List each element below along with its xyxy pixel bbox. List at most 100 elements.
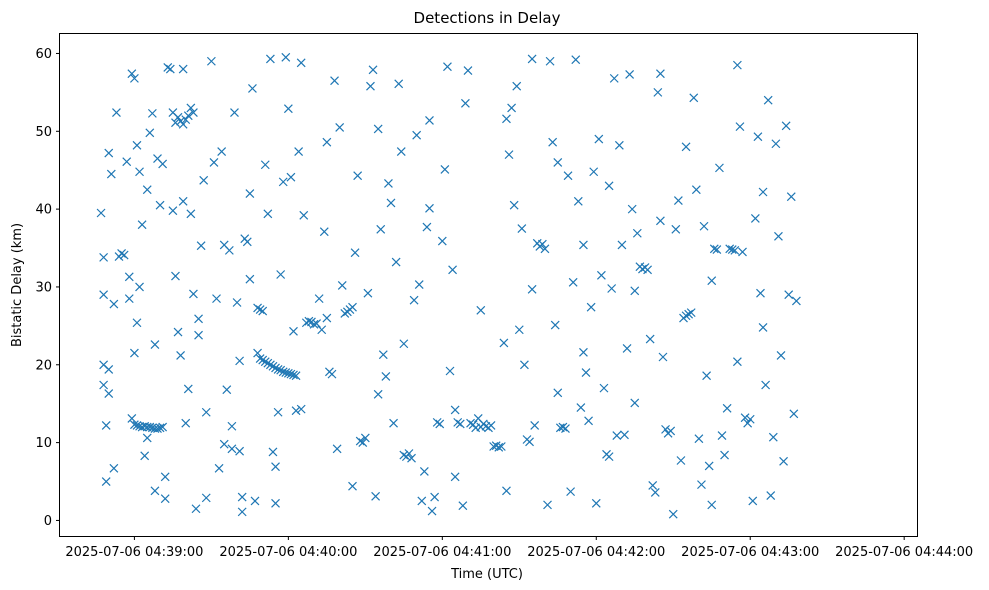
data-point bbox=[448, 265, 458, 275]
data-point bbox=[458, 501, 468, 511]
data-point bbox=[658, 352, 668, 362]
data-point bbox=[655, 216, 665, 226]
data-point bbox=[291, 406, 301, 416]
data-point bbox=[771, 139, 781, 149]
data-point bbox=[158, 159, 168, 169]
data-point bbox=[699, 221, 709, 231]
data-point bbox=[504, 150, 514, 160]
data-point bbox=[214, 463, 224, 473]
data-point bbox=[181, 418, 191, 428]
data-point bbox=[702, 371, 712, 381]
data-point bbox=[417, 496, 427, 506]
data-point bbox=[545, 56, 555, 66]
data-point bbox=[132, 318, 142, 328]
data-point bbox=[194, 314, 203, 324]
data-point bbox=[348, 481, 357, 491]
data-point bbox=[232, 298, 242, 307]
data-point bbox=[596, 270, 606, 280]
data-point bbox=[178, 64, 188, 74]
data-point bbox=[384, 179, 393, 188]
data-point bbox=[150, 340, 160, 349]
data-point bbox=[189, 108, 198, 118]
data-point bbox=[566, 487, 576, 497]
data-point bbox=[245, 274, 255, 284]
y-tick-label: 20 bbox=[35, 358, 52, 373]
data-point bbox=[589, 167, 599, 177]
data-point bbox=[561, 424, 570, 434]
data-point bbox=[463, 66, 473, 76]
data-point bbox=[373, 389, 383, 399]
data-point bbox=[694, 434, 704, 444]
data-point bbox=[160, 472, 170, 482]
data-point bbox=[676, 456, 686, 465]
data-point bbox=[106, 169, 116, 179]
data-point bbox=[173, 112, 183, 122]
data-point bbox=[486, 421, 496, 430]
data-point bbox=[609, 73, 619, 83]
data-point bbox=[140, 451, 150, 461]
data-point bbox=[248, 84, 257, 93]
data-point bbox=[278, 177, 288, 187]
data-point bbox=[178, 196, 188, 206]
data-point bbox=[224, 245, 234, 255]
data-point bbox=[399, 339, 409, 349]
data-point bbox=[186, 209, 196, 219]
data-point bbox=[430, 492, 440, 502]
data-point bbox=[332, 444, 342, 454]
data-point bbox=[129, 73, 139, 83]
data-point bbox=[230, 108, 239, 118]
data-point bbox=[135, 167, 144, 177]
y-tick-label: 60 bbox=[35, 47, 52, 62]
data-point bbox=[296, 404, 306, 414]
data-point bbox=[766, 491, 776, 500]
data-point bbox=[289, 370, 298, 380]
data-point bbox=[258, 355, 268, 365]
data-point bbox=[286, 369, 296, 379]
data-point bbox=[717, 431, 727, 441]
data-point bbox=[404, 449, 414, 458]
x-tick-label: 2025-07-06 04:39:00 bbox=[65, 545, 203, 560]
data-point bbox=[124, 294, 134, 304]
data-point bbox=[183, 384, 193, 394]
data-point bbox=[201, 493, 211, 503]
data-point bbox=[337, 280, 347, 290]
data-point bbox=[581, 368, 591, 377]
data-point bbox=[168, 206, 178, 216]
data-point bbox=[99, 380, 109, 390]
data-point bbox=[502, 114, 511, 124]
data-point bbox=[507, 103, 517, 113]
x-tick-label: 2025-07-06 04:41:00 bbox=[373, 545, 511, 560]
data-point bbox=[363, 288, 373, 298]
data-point bbox=[271, 498, 280, 508]
data-point bbox=[171, 118, 180, 128]
data-point bbox=[425, 203, 434, 213]
data-point bbox=[645, 334, 655, 344]
data-point bbox=[173, 327, 183, 337]
data-point bbox=[101, 421, 111, 430]
data-point bbox=[371, 491, 381, 501]
data-point bbox=[681, 311, 691, 321]
data-point bbox=[414, 280, 424, 290]
data-point bbox=[386, 198, 396, 208]
data-point bbox=[784, 290, 794, 300]
data-point bbox=[212, 294, 221, 304]
data-point bbox=[571, 55, 581, 65]
x-tick-label: 2025-07-06 04:43:00 bbox=[681, 545, 819, 560]
data-point bbox=[127, 414, 137, 423]
data-point bbox=[348, 302, 357, 312]
data-point bbox=[591, 498, 601, 508]
data-point bbox=[643, 265, 653, 275]
data-point bbox=[142, 433, 152, 443]
data-point bbox=[789, 409, 799, 419]
data-point bbox=[584, 416, 593, 426]
y-tick-label: 30 bbox=[35, 280, 52, 295]
data-point bbox=[281, 52, 291, 62]
data-point bbox=[455, 419, 465, 429]
data-point bbox=[353, 171, 363, 181]
data-point bbox=[715, 163, 724, 173]
x-axis-title: Time (UTC) bbox=[450, 567, 523, 582]
data-point bbox=[129, 348, 139, 358]
data-point bbox=[160, 494, 170, 504]
data-point bbox=[260, 160, 270, 170]
